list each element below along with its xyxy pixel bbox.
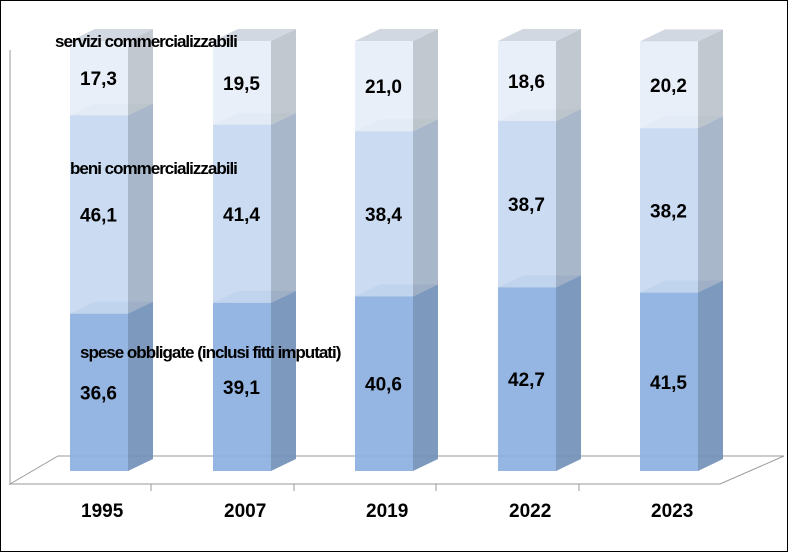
value-label-1995-2: 46,1 — [80, 206, 117, 227]
bar-2022-segment-1-side — [556, 275, 581, 471]
bar-1995 — [70, 29, 153, 471]
bar-1995-segment-2-side — [128, 103, 153, 314]
series-label-3: servizi commercializzabili — [55, 32, 237, 51]
series-labels: spese obbligate (inclusi fitti imputati)… — [55, 32, 342, 362]
bar-2023 — [640, 29, 723, 471]
series-label-2: beni commercializzabili — [70, 159, 237, 178]
bar-2023-segment-1-front — [640, 292, 698, 471]
value-label-2022-1: 42,7 — [508, 370, 545, 391]
value-label-2023-1: 41,5 — [650, 373, 687, 394]
bar-1995-segment-3 — [70, 29, 153, 116]
bar-2022 — [498, 29, 581, 471]
series-label-1: spese obbligate (inclusi fitti imputati) — [80, 343, 341, 362]
bar-2007-segment-2-front — [213, 124, 271, 303]
bar-2022-segment-3-front — [498, 41, 556, 121]
bar-2022-segment-3 — [498, 29, 581, 121]
bar-2007-segment-3-front — [213, 41, 271, 125]
bar-2022-segment-3-side — [556, 29, 581, 121]
bar-2007-segment-3 — [213, 29, 296, 125]
bar-2019-segment-2-front — [355, 131, 413, 297]
bar-2019-segment-3-top — [355, 29, 438, 41]
bar-1995-segment-1-front — [70, 313, 128, 471]
bar-2023-segment-3 — [640, 29, 723, 129]
bar-2007 — [213, 29, 296, 471]
x-tick-label-2007: 2007 — [224, 501, 266, 522]
bar-2023-segment-1-side — [698, 280, 723, 471]
bar-2022-segment-2-front — [498, 120, 556, 288]
bar-2022-segment-3-top — [498, 29, 581, 41]
bar-2019-segment-3-side — [413, 29, 438, 132]
bar-2007-segment-1-side — [271, 290, 296, 471]
x-tick-label-2022: 2022 — [509, 501, 551, 522]
value-label-1995-3: 17,3 — [80, 69, 117, 90]
x-tick-label-2019: 2019 — [366, 501, 408, 522]
bar-2022-segment-2-side — [556, 108, 581, 288]
value-label-2023-3: 20,2 — [650, 76, 687, 97]
bar-2019-segment-1-side — [413, 284, 438, 471]
bars — [70, 29, 723, 471]
x-tick-label-2023: 2023 — [651, 501, 693, 522]
bar-1995-segment-1-side — [128, 301, 153, 471]
value-label-2022-2: 38,7 — [508, 195, 545, 216]
bar-2019 — [355, 29, 438, 471]
bar-2007-segment-2-side — [271, 112, 296, 303]
bar-1995-segment-3-side — [128, 29, 153, 116]
bar-2023-segment-2-front — [640, 128, 698, 293]
bar-2007-segment-2 — [213, 112, 296, 303]
bar-2023-segment-3-side — [698, 29, 723, 129]
data-labels: 36,6 46,1 17,3 1995 39,1 41,4 19,5 2007 40,6 38,4… — [80, 69, 693, 522]
bar-2022-segment-1-front — [498, 287, 556, 471]
bar-1995-segment-3-front — [70, 41, 128, 116]
bar-2023-segment-3-top — [640, 29, 723, 42]
bar-2019-segment-2-side — [413, 119, 438, 297]
bar-2023-segment-3-front — [640, 41, 698, 129]
value-label-2019-2: 38,4 — [365, 205, 402, 226]
bar-2007-segment-3-side — [271, 29, 296, 125]
value-label-2007-2: 41,4 — [223, 205, 260, 226]
value-label-1995-1: 36,6 — [80, 383, 117, 404]
bar-1995-segment-2-front — [70, 115, 128, 314]
value-label-2007-1: 39,1 — [223, 378, 260, 399]
value-label-2023-2: 38,2 — [650, 201, 687, 222]
value-label-2019-3: 21,0 — [365, 77, 402, 98]
bar-2019-segment-1-front — [355, 296, 413, 471]
bar-2007-segment-3-top — [213, 29, 296, 41]
bar-2022-segment-1 — [498, 275, 581, 471]
bar-2007-segment-1-front — [213, 302, 271, 471]
bar-2023-segment-2-side — [698, 116, 723, 293]
bar-2019-segment-3 — [355, 29, 438, 132]
x-tick-label-1995: 1995 — [81, 501, 124, 522]
value-label-2022-3: 18,6 — [508, 72, 545, 93]
bar-2019-segment-2 — [355, 119, 438, 297]
bar-2019-segment-3-front — [355, 41, 413, 132]
value-label-2019-1: 40,6 — [365, 375, 402, 396]
bar-1995-segment-3-top — [70, 29, 153, 41]
value-label-2007-3: 19,5 — [223, 74, 260, 95]
bar-2022-segment-2 — [498, 108, 581, 288]
